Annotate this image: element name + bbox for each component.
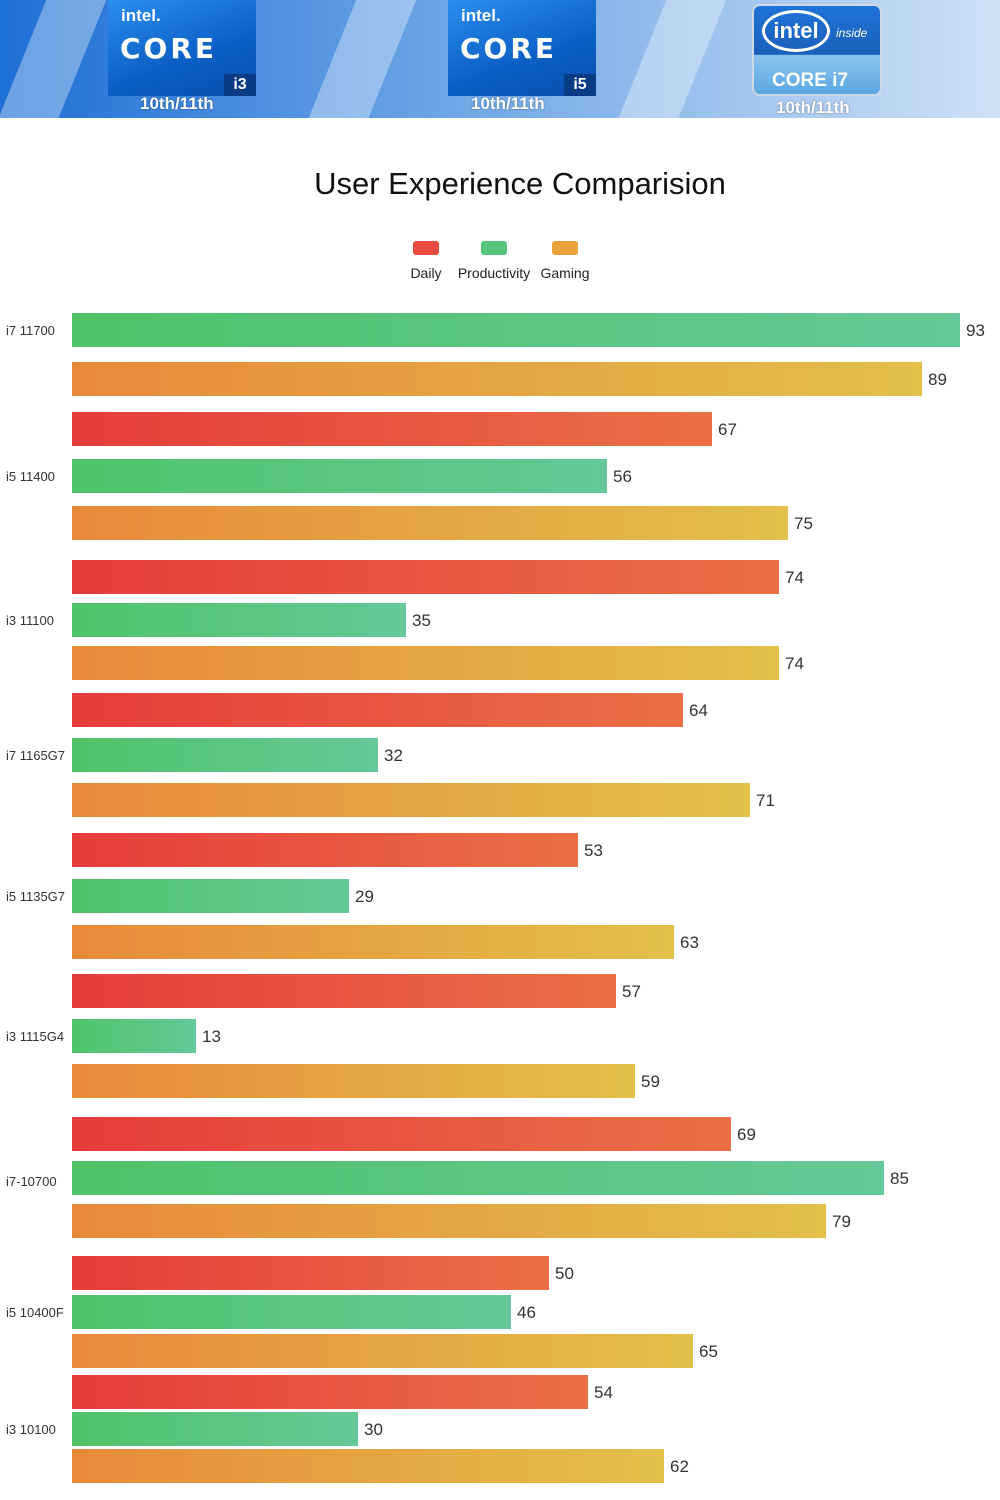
badge-brand: intel.	[461, 6, 501, 25]
value-label-gaming: 71	[756, 791, 775, 810]
category-label: i5 11400	[6, 469, 55, 484]
legend-item-gaming: Gaming	[538, 241, 592, 281]
bar-gaming	[72, 1064, 635, 1098]
bar-productivity	[72, 1412, 358, 1446]
bar-gaming	[72, 506, 788, 540]
badge-line: CORE	[120, 32, 218, 65]
bar-daily	[72, 1117, 731, 1151]
value-label-productivity: 56	[613, 467, 632, 486]
legend-label-gaming: Gaming	[540, 265, 590, 281]
value-label-daily: 54	[594, 1383, 613, 1402]
category-label: i3 1115G4	[6, 1029, 64, 1044]
bar-daily	[72, 974, 616, 1008]
value-label-daily: 67	[718, 420, 737, 439]
bar-productivity	[72, 1295, 511, 1329]
category-label: i5 10400F	[6, 1305, 64, 1320]
bar-productivity	[72, 738, 378, 772]
value-label-gaming: 74	[785, 654, 804, 673]
value-label-productivity: 32	[384, 746, 403, 765]
value-label-daily: 69	[737, 1125, 756, 1144]
value-label-gaming: 75	[794, 514, 813, 533]
bar-gaming	[72, 783, 750, 817]
value-label-gaming: 65	[699, 1342, 718, 1361]
value-label-gaming: 89	[928, 370, 947, 389]
value-label-productivity: 35	[412, 611, 431, 630]
bar-daily	[72, 412, 712, 446]
badge-generation-i7: 10th/11th	[776, 98, 850, 117]
intel-core-i3-logo: intel. CORE i3	[108, 0, 256, 96]
legend-swatch-productivity	[481, 241, 507, 255]
bar-daily	[72, 693, 683, 727]
category-label: i5 1135G7	[6, 889, 65, 904]
bar-productivity	[72, 313, 960, 347]
bar-productivity	[72, 1161, 884, 1195]
bar-gaming	[72, 1449, 664, 1483]
chart-title: User Experience Comparision	[314, 166, 726, 201]
legend-label-productivity: Productivity	[457, 265, 531, 281]
value-label-productivity: 85	[890, 1169, 909, 1188]
badge-generation-i5: 10th/11th	[471, 94, 545, 113]
value-label-productivity: 29	[355, 887, 374, 906]
badge-tier: i5	[564, 74, 596, 96]
bar-gaming	[72, 925, 674, 959]
bar-daily	[72, 1375, 588, 1409]
badge-line: CORE i7	[772, 70, 849, 91]
legend-label-daily: Daily	[410, 265, 442, 281]
value-label-gaming: 59	[641, 1072, 660, 1091]
bars-group	[72, 313, 960, 1483]
value-label-productivity: 30	[364, 1420, 383, 1439]
value-label-daily: 50	[555, 1264, 574, 1283]
bar-productivity	[72, 1019, 196, 1053]
badge-tier: i3	[224, 74, 256, 96]
value-label-gaming: 79	[832, 1212, 851, 1231]
bar-gaming	[72, 362, 922, 396]
bar-productivity	[72, 459, 607, 493]
value-label-daily: 64	[689, 701, 708, 720]
value-label-productivity: 13	[202, 1027, 221, 1046]
labels-group: i7 11700 93 89 i5 11400 67 56 75 i3 11100 74 35 74…	[6, 321, 985, 1476]
value-label-daily: 74	[785, 568, 804, 587]
legend-swatch-daily	[413, 241, 439, 255]
category-label: i3 10100	[6, 1422, 56, 1437]
value-label-productivity: 46	[517, 1303, 536, 1322]
value-label-daily: 57	[622, 982, 641, 1001]
bar-productivity	[72, 603, 406, 637]
category-label: i3 11100	[6, 613, 54, 628]
bar-gaming	[72, 1334, 693, 1368]
badge-brand: intel	[762, 10, 830, 52]
bar-gaming	[72, 1204, 826, 1238]
legend-item-daily: Daily	[405, 241, 447, 281]
legend-swatch-gaming	[552, 241, 578, 255]
value-label-gaming: 63	[680, 933, 699, 952]
bar-daily	[72, 1256, 549, 1290]
category-label: i7-10700	[6, 1174, 57, 1189]
category-label: i7 1165G7	[6, 748, 65, 763]
badge-inside: inside	[836, 26, 868, 40]
intel-inside-core-i7-logo: intel inside CORE i7	[752, 4, 882, 96]
value-label-gaming: 62	[670, 1457, 689, 1476]
bar-productivity	[72, 879, 349, 913]
value-label-daily: 53	[584, 841, 603, 860]
legend-item-productivity: Productivity	[455, 241, 533, 281]
bar-daily	[72, 833, 578, 867]
badge-line: CORE	[460, 32, 558, 65]
intel-core-i5-logo: intel. CORE i5	[448, 0, 596, 96]
value-label-productivity: 93	[966, 321, 985, 340]
badge-generation-i3: 10th/11th	[140, 94, 214, 113]
bar-gaming	[72, 646, 779, 680]
badge-brand: intel.	[121, 6, 161, 25]
category-label: i7 11700	[6, 323, 55, 338]
bar-daily	[72, 560, 779, 594]
intel-banner: intel. CORE i3 10th/11th intel. CORE i5 …	[0, 0, 1000, 118]
